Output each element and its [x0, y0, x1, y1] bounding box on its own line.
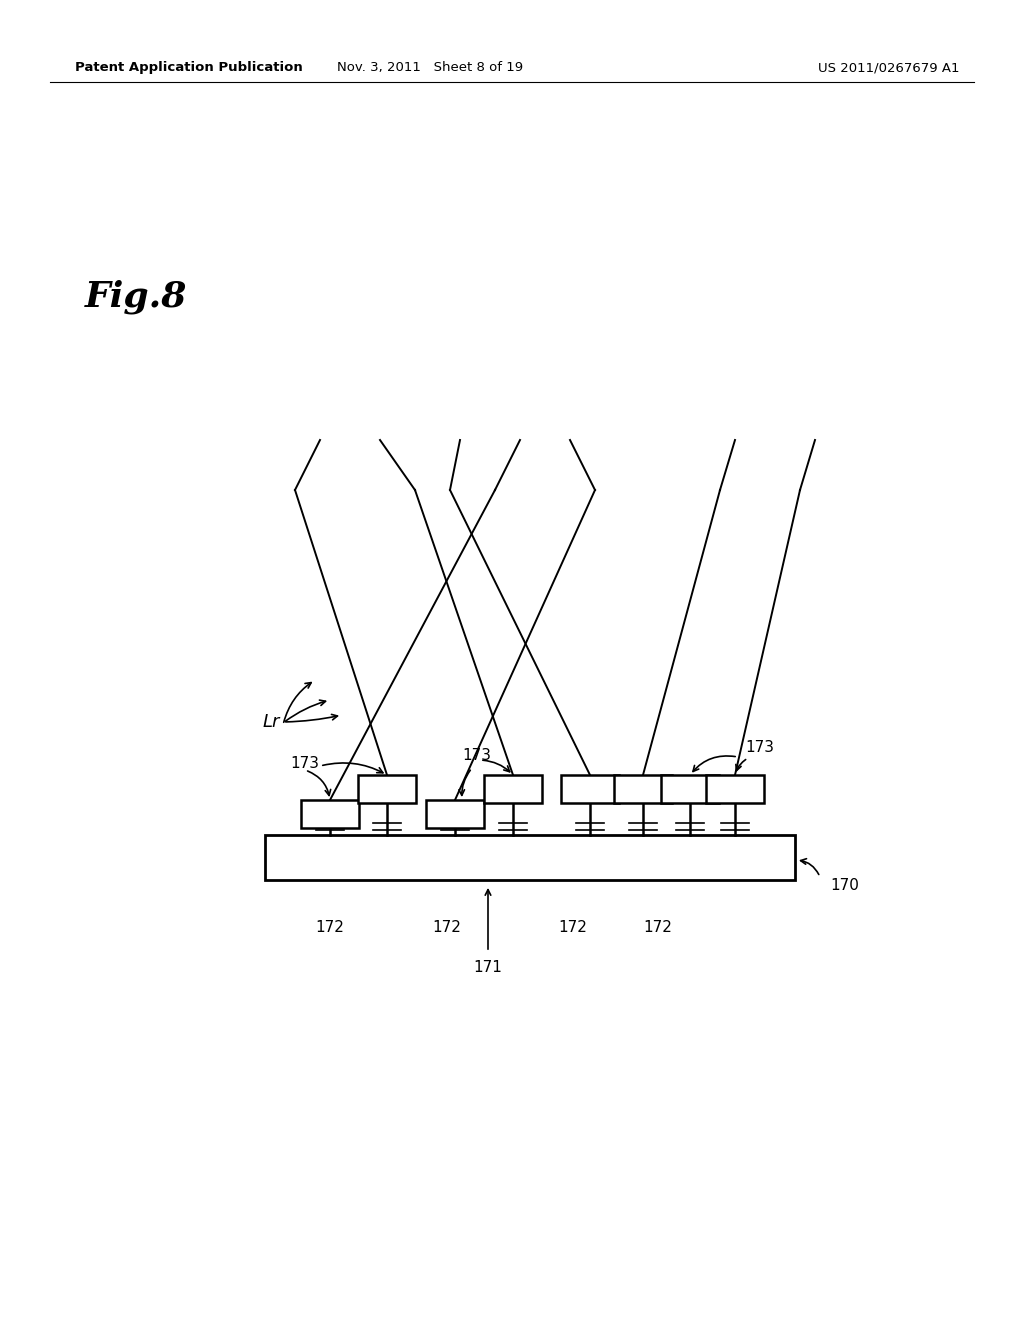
Bar — [426, 800, 484, 828]
Bar — [662, 775, 719, 803]
Text: Nov. 3, 2011   Sheet 8 of 19: Nov. 3, 2011 Sheet 8 of 19 — [337, 62, 523, 74]
Text: 170: 170 — [830, 878, 859, 892]
Text: Patent Application Publication: Patent Application Publication — [75, 62, 303, 74]
Bar — [265, 836, 795, 880]
Text: 173: 173 — [462, 747, 490, 763]
Text: 173: 173 — [290, 755, 319, 771]
Text: 172: 172 — [315, 920, 344, 935]
Text: 172: 172 — [643, 920, 673, 935]
Bar — [706, 775, 764, 803]
Bar — [358, 775, 416, 803]
Bar — [561, 775, 618, 803]
Text: 172: 172 — [432, 920, 462, 935]
Text: US 2011/0267679 A1: US 2011/0267679 A1 — [818, 62, 961, 74]
Text: 172: 172 — [558, 920, 588, 935]
Bar — [301, 800, 359, 828]
Text: Fig.8: Fig.8 — [85, 280, 187, 314]
Bar — [484, 775, 542, 803]
Text: 173: 173 — [745, 741, 774, 755]
Bar — [614, 775, 672, 803]
Text: Lr: Lr — [262, 713, 280, 731]
Text: 171: 171 — [473, 960, 503, 975]
